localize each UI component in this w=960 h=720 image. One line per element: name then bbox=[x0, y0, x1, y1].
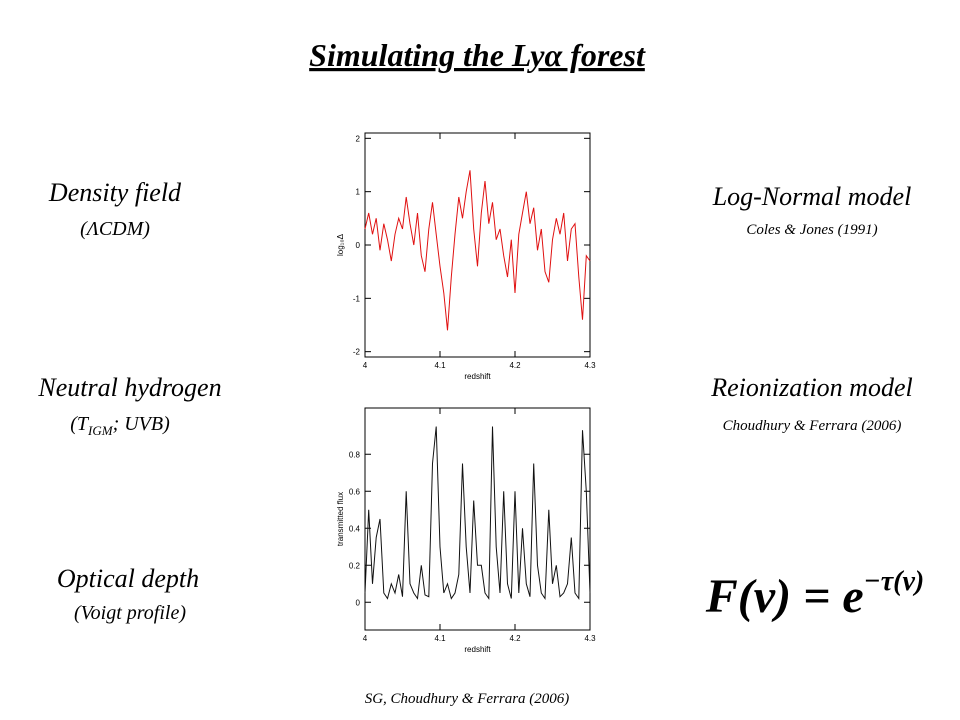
y-tick-label: 0 bbox=[356, 598, 361, 607]
x-tick-label: 4.3 bbox=[584, 634, 596, 643]
footer: SG, Choudhury & Ferrara (2006) bbox=[365, 691, 570, 707]
y-tick-label: 2 bbox=[356, 134, 361, 143]
y-tick-label: 0.6 bbox=[349, 487, 361, 496]
plot-frame bbox=[364, 132, 591, 358]
x-tick-label: 4 bbox=[363, 361, 368, 370]
superscript: −τ(ν) bbox=[864, 566, 924, 597]
reference: Choudhury & Ferrara (2006) bbox=[723, 418, 902, 434]
label: Optical depth bbox=[57, 564, 199, 593]
x-axis-label: redshift bbox=[464, 372, 491, 381]
y-tick-label: 0.8 bbox=[349, 450, 361, 459]
y-tick-label: 0 bbox=[356, 241, 361, 250]
label: Neutral hydrogen bbox=[37, 373, 221, 402]
text: F(ν) = e bbox=[705, 570, 864, 623]
plot-frame bbox=[364, 407, 591, 631]
x-tick-label: 4 bbox=[363, 634, 368, 643]
y-tick-label: 0.4 bbox=[349, 524, 361, 533]
x-tick-label: 4.2 bbox=[509, 361, 521, 370]
y-axis-label: log₁₀Δ bbox=[336, 233, 345, 256]
x-axis-label: redshift bbox=[464, 645, 491, 654]
sublabel: (TIGM; UVB) bbox=[70, 413, 170, 438]
label: Density field bbox=[48, 178, 182, 207]
sublabel: (Voigt profile) bbox=[74, 602, 186, 624]
y-tick-label: 1 bbox=[356, 188, 361, 197]
formula: F(ν) = e−τ(ν) bbox=[705, 566, 924, 623]
sublabel: (ΛCDM) bbox=[80, 218, 150, 240]
x-tick-label: 4.1 bbox=[434, 634, 446, 643]
label: Reionization model bbox=[710, 373, 912, 402]
subscript: IGM bbox=[87, 423, 114, 438]
text: (T bbox=[70, 413, 90, 435]
y-axis-label: transmitted flux bbox=[336, 492, 345, 546]
reference: Coles & Jones (1991) bbox=[746, 222, 877, 238]
text: ; UVB) bbox=[113, 413, 171, 435]
data-line bbox=[364, 426, 591, 601]
x-tick-label: 4.1 bbox=[434, 361, 446, 370]
y-tick-label: -1 bbox=[353, 294, 361, 303]
y-tick-label: -2 bbox=[353, 348, 361, 357]
slide-title: Simulating the Lyα forest bbox=[309, 37, 646, 73]
data-line bbox=[364, 170, 591, 331]
x-tick-label: 4.2 bbox=[509, 634, 521, 643]
x-tick-label: 4.3 bbox=[584, 361, 596, 370]
y-tick-label: 0.2 bbox=[349, 561, 361, 570]
label: Log-Normal model bbox=[712, 182, 912, 211]
